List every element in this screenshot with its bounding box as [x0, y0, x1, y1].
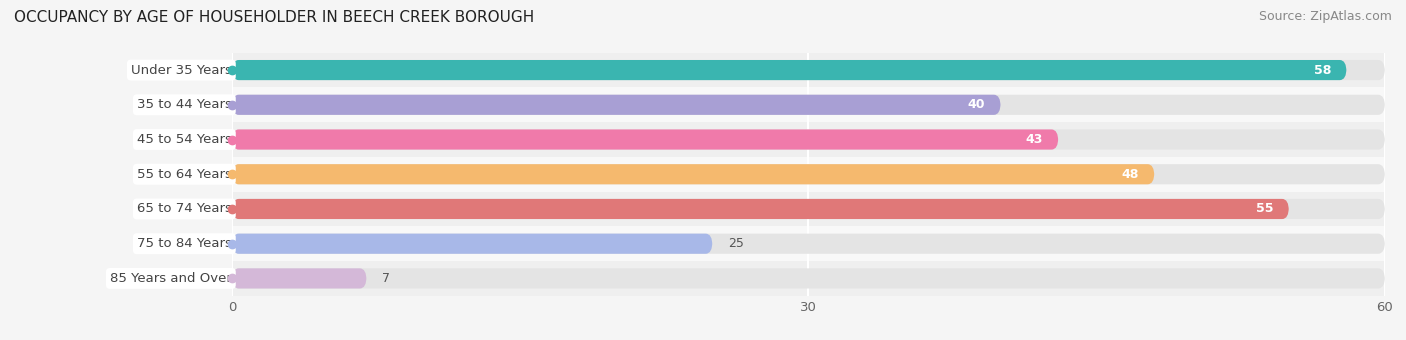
Text: 55 to 64 Years: 55 to 64 Years	[136, 168, 232, 181]
Text: 65 to 74 Years: 65 to 74 Years	[136, 203, 232, 216]
Text: Under 35 Years: Under 35 Years	[131, 64, 232, 76]
FancyBboxPatch shape	[232, 60, 1347, 80]
Text: 85 Years and Over: 85 Years and Over	[110, 272, 232, 285]
FancyBboxPatch shape	[232, 268, 367, 289]
FancyBboxPatch shape	[232, 60, 1385, 80]
FancyBboxPatch shape	[232, 192, 1385, 226]
Text: 75 to 84 Years: 75 to 84 Years	[136, 237, 232, 250]
FancyBboxPatch shape	[232, 130, 1059, 150]
FancyBboxPatch shape	[232, 87, 1385, 122]
FancyBboxPatch shape	[232, 122, 1385, 157]
Text: 40: 40	[967, 98, 986, 111]
FancyBboxPatch shape	[232, 199, 1385, 219]
Text: 58: 58	[1313, 64, 1331, 76]
Text: 25: 25	[728, 237, 744, 250]
FancyBboxPatch shape	[232, 226, 1385, 261]
Text: 7: 7	[382, 272, 389, 285]
FancyBboxPatch shape	[232, 157, 1385, 192]
FancyBboxPatch shape	[232, 234, 713, 254]
FancyBboxPatch shape	[232, 234, 1385, 254]
FancyBboxPatch shape	[232, 95, 1001, 115]
Text: 35 to 44 Years: 35 to 44 Years	[136, 98, 232, 111]
FancyBboxPatch shape	[232, 95, 1385, 115]
FancyBboxPatch shape	[232, 268, 1385, 289]
Text: Source: ZipAtlas.com: Source: ZipAtlas.com	[1258, 10, 1392, 23]
Text: OCCUPANCY BY AGE OF HOUSEHOLDER IN BEECH CREEK BOROUGH: OCCUPANCY BY AGE OF HOUSEHOLDER IN BEECH…	[14, 10, 534, 25]
FancyBboxPatch shape	[232, 164, 1385, 184]
Text: 55: 55	[1256, 203, 1274, 216]
FancyBboxPatch shape	[232, 261, 1385, 296]
Text: 43: 43	[1025, 133, 1043, 146]
FancyBboxPatch shape	[232, 164, 1154, 184]
FancyBboxPatch shape	[232, 53, 1385, 87]
Text: 45 to 54 Years: 45 to 54 Years	[136, 133, 232, 146]
Text: 48: 48	[1122, 168, 1139, 181]
FancyBboxPatch shape	[232, 199, 1289, 219]
FancyBboxPatch shape	[232, 130, 1385, 150]
